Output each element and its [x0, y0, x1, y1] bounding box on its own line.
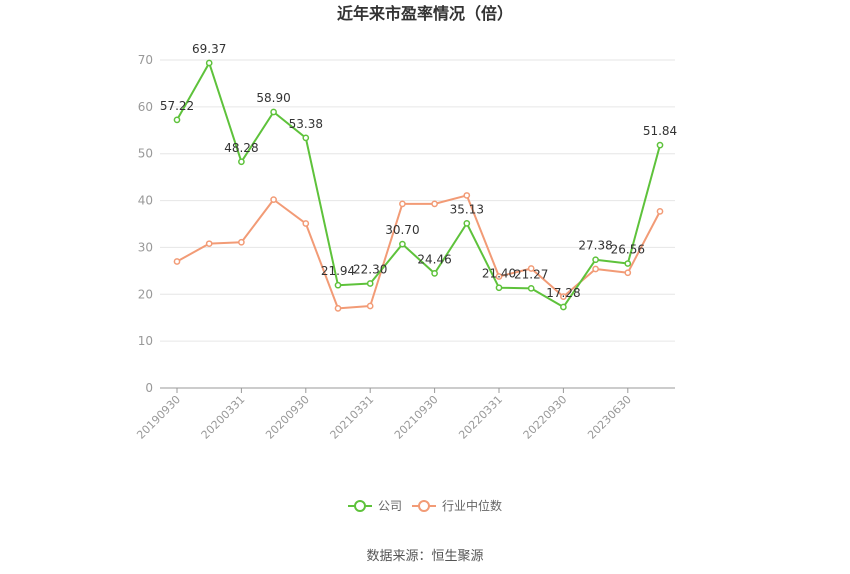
- data-point[interactable]: [527, 284, 535, 292]
- data-point[interactable]: [592, 256, 599, 264]
- x-tick-label: 20220331: [456, 393, 505, 442]
- data-point[interactable]: [302, 220, 310, 227]
- data-label: 58.90: [256, 91, 290, 105]
- series-line: [176, 61, 661, 309]
- source-note: 数据来源：恒生聚源: [366, 549, 483, 564]
- data-point[interactable]: [366, 280, 374, 287]
- data-point[interactable]: [656, 207, 664, 215]
- y-tick-label: 70: [138, 53, 153, 67]
- data-point[interactable]: [624, 260, 632, 267]
- legend-label: 行业中位数: [442, 498, 502, 513]
- data-point[interactable]: [270, 108, 277, 116]
- data-label: 24.46: [417, 252, 451, 266]
- x-tick-label: 20190930: [134, 393, 183, 442]
- data-point[interactable]: [527, 265, 535, 272]
- data-point[interactable]: [205, 59, 213, 67]
- series-0: [173, 59, 664, 311]
- data-label: 22.30: [353, 263, 387, 277]
- legend-marker: [418, 500, 430, 512]
- data-point[interactable]: [334, 281, 342, 289]
- data-point[interactable]: [399, 200, 406, 208]
- data-point[interactable]: [302, 134, 310, 142]
- x-tick-label: 20220930: [521, 393, 570, 442]
- y-tick-label: 20: [138, 287, 153, 301]
- data-label: 21.27: [514, 267, 548, 281]
- x-tick-label: 20230630: [585, 393, 634, 442]
- series-layer: [173, 59, 664, 312]
- data-point[interactable]: [495, 284, 503, 292]
- data-point[interactable]: [238, 238, 245, 246]
- data-label: 35.13: [450, 202, 484, 216]
- y-tick-label: 60: [138, 100, 153, 114]
- data-point[interactable]: [238, 158, 245, 166]
- data-label: 27.38: [578, 239, 612, 253]
- data-point[interactable]: [366, 302, 374, 310]
- legend[interactable]: 公司 行业中位数: [348, 498, 502, 513]
- data-point[interactable]: [205, 240, 213, 248]
- data-point[interactable]: [495, 273, 503, 280]
- x-tick-label: 20210331: [328, 393, 377, 442]
- y-tick-label: 50: [138, 147, 153, 161]
- y-tick-label: 0: [145, 381, 153, 395]
- data-point[interactable]: [431, 200, 438, 208]
- data-label: 57.22: [160, 99, 194, 113]
- data-point[interactable]: [592, 265, 599, 273]
- data-point[interactable]: [463, 192, 471, 199]
- data-label: 26.56: [611, 243, 645, 257]
- x-axis: 20190930 20200331 20200930 20210331 20210930…: [134, 387, 675, 442]
- data-label: 21.40: [482, 267, 516, 281]
- data-label: 21.94: [321, 264, 355, 278]
- data-point[interactable]: [656, 141, 664, 149]
- y-axis: 0 10 20 30 40 50 60 70: [138, 53, 153, 395]
- data-point[interactable]: [463, 220, 471, 227]
- x-tick-label: 20200331: [199, 393, 248, 442]
- data-point[interactable]: [431, 270, 438, 277]
- data-label: 51.84: [643, 124, 677, 138]
- data-point[interactable]: [173, 258, 181, 265]
- data-label: 30.70: [385, 223, 419, 237]
- y-tick-label: 10: [138, 334, 153, 348]
- data-point[interactable]: [270, 196, 277, 203]
- data-point[interactable]: [173, 116, 181, 124]
- y-tick-label: 40: [138, 194, 153, 208]
- data-point[interactable]: [399, 240, 406, 248]
- data-label: 69.37: [192, 42, 226, 56]
- data-point[interactable]: [560, 303, 567, 311]
- legend-label: 公司: [378, 499, 402, 513]
- legend-item-0[interactable]: 公司: [348, 499, 402, 513]
- legend-item-1[interactable]: 行业中位数: [412, 498, 502, 513]
- grid-lines: [160, 59, 675, 342]
- chart-title: 近年来市盈率情况（倍）: [337, 4, 513, 23]
- data-point[interactable]: [560, 293, 567, 300]
- legend-marker: [354, 500, 366, 512]
- data-label: 53.38: [289, 117, 323, 131]
- data-label: 48.28: [224, 141, 258, 155]
- y-tick-label: 30: [138, 240, 153, 254]
- data-point[interactable]: [334, 304, 342, 312]
- data-label: 17.28: [546, 286, 580, 300]
- data-point[interactable]: [624, 269, 632, 277]
- x-tick-label: 20210930: [392, 393, 441, 442]
- x-tick-label: 20200930: [263, 393, 312, 442]
